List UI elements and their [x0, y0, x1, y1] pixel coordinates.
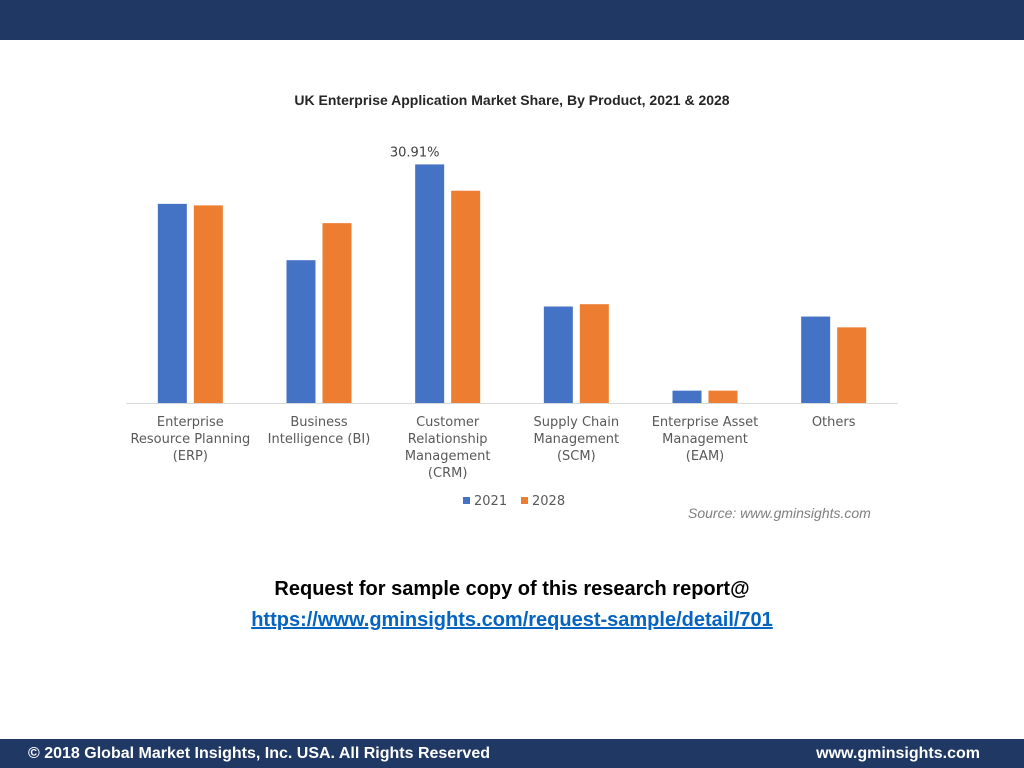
- category-label-0-0: Enterprise: [157, 415, 224, 430]
- category-label-4-2: (EAM): [686, 449, 724, 464]
- category-label-2-3: (CRM): [428, 466, 467, 481]
- bar-2028-0: [193, 205, 223, 403]
- category-label-2-2: Management: [405, 449, 491, 464]
- data-label-2: 30.91%: [390, 145, 440, 160]
- header-bar: [0, 0, 1024, 40]
- category-label-1-1: Intelligence (BI): [268, 432, 371, 447]
- footer-website[interactable]: www.gminsights.com: [816, 745, 980, 762]
- legend-swatch-2028: [521, 497, 528, 504]
- bar-2028-2: [451, 190, 481, 403]
- bar-2021-1: [286, 260, 316, 403]
- category-label-1-0: Business: [290, 415, 348, 430]
- bar-2021-4: [672, 390, 702, 403]
- category-label-2-0: Customer: [416, 415, 480, 430]
- bar-2021-0: [157, 203, 187, 403]
- bar-2021-3: [543, 306, 573, 403]
- legend-label-2028: 2028: [532, 494, 565, 509]
- bar-2028-3: [579, 304, 609, 403]
- sample-request-link[interactable]: https://www.gminsights.com/request-sampl…: [251, 609, 773, 631]
- category-label-4-1: Management: [662, 432, 748, 447]
- category-label-3-2: (SCM): [557, 449, 596, 464]
- legend-label-2021: 2021: [474, 494, 507, 509]
- bar-chart: Enterprise Resource Planning (ERP) Business…: [126, 145, 898, 509]
- category-label-0-2: (ERP): [173, 449, 208, 464]
- category-label-3-0: Supply Chain: [534, 415, 620, 430]
- bar-2028-1: [322, 223, 352, 403]
- footer-copyright: © 2018 Global Market Insights, Inc. USA.…: [28, 745, 490, 762]
- chart-source: Source: www.gminsights.com: [688, 505, 871, 521]
- bar-2028-5: [837, 327, 867, 403]
- category-label-5-0: Others: [812, 415, 856, 430]
- bar-2028-4: [708, 390, 738, 403]
- category-label-2-1: Relationship: [408, 432, 488, 447]
- legend-swatch-2021: [463, 497, 470, 504]
- bar-2021-5: [801, 316, 831, 403]
- bar-2021-2: [415, 164, 445, 403]
- footer-bar: [0, 739, 1024, 768]
- category-label-0-1: Resource Planning: [130, 432, 250, 447]
- sample-request-text: Request for sample copy of this research…: [274, 578, 750, 600]
- category-label-4-0: Enterprise Asset: [652, 415, 759, 430]
- category-label-3-1: Management: [534, 432, 620, 447]
- chart-title: UK Enterprise Application Market Share, …: [294, 92, 730, 108]
